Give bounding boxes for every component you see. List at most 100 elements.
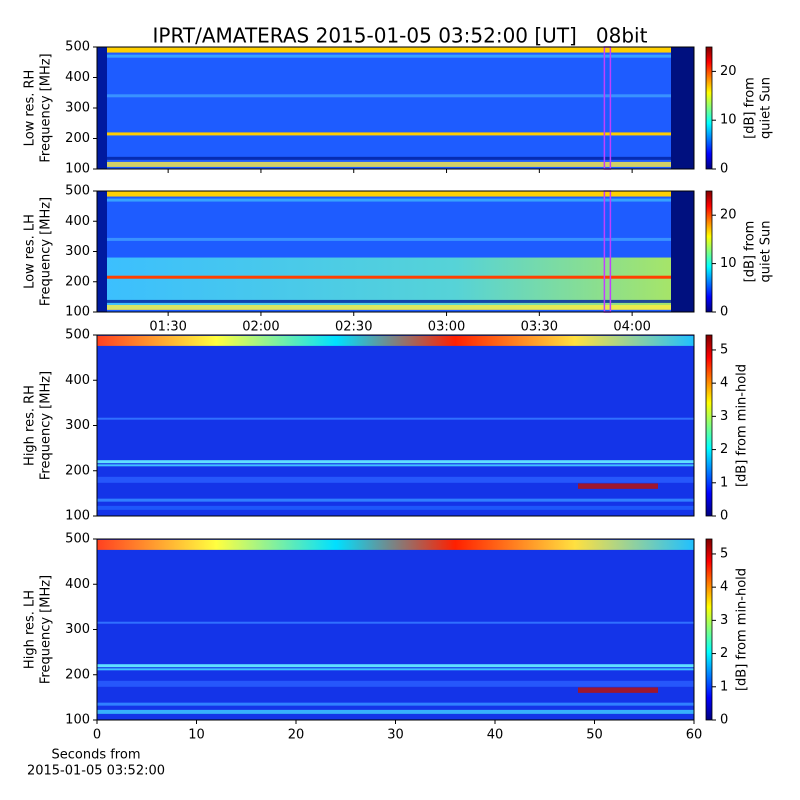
colorbar-label: quiet Sun [759, 220, 774, 282]
x-tick-label: 20 [288, 728, 305, 743]
x-tick-label: 04:00 [613, 320, 650, 335]
y-tick-label: 500 [65, 532, 90, 547]
spectrum-edge [97, 191, 107, 312]
figure-title: IPRT/AMATERAS 2015-01-05 03:52:00 [UT] 0… [153, 24, 648, 48]
y-tick-label: 100 [65, 305, 90, 320]
y-tick-label: 500 [65, 328, 90, 343]
spectrum-band [97, 275, 694, 279]
spectrum-band [97, 198, 694, 202]
spectrum-band [97, 304, 694, 310]
x-tick-label: 0 [93, 728, 101, 743]
y-tick-label: 200 [65, 274, 90, 289]
y-tick-label: 200 [65, 131, 90, 146]
colorbar-tick-label: 4 [720, 580, 728, 595]
colorbar-tick-label: 5 [720, 342, 728, 357]
colorbar-tick-label: 4 [720, 376, 728, 391]
y-axis-label: High res. RH [23, 385, 38, 466]
y-axis-label: Frequency [MHz] [39, 575, 54, 684]
colorbar-tick-label: 10 [720, 256, 737, 271]
x-axis-label: 2015-01-05 03:52:00 [27, 764, 165, 779]
spectrum-band [97, 664, 694, 668]
y-axis-label: Frequency [MHz] [39, 197, 54, 306]
y-axis-label: High res. LH [23, 590, 38, 669]
spectrum-band [97, 191, 694, 197]
x-tick-label: 03:00 [428, 320, 465, 335]
x-tick-label: 10 [188, 728, 205, 743]
colorbar-label: quiet Sun [759, 77, 774, 139]
spectrum-band [97, 668, 694, 671]
colorbar-tick-label: 5 [720, 546, 728, 561]
colorbar-tick-label: 0 [720, 305, 728, 320]
spectrum-edge [671, 47, 694, 169]
colorbar-tick-label: 1 [720, 679, 728, 694]
y-axis-label: Low res. LH [23, 214, 38, 289]
spectrum-band [97, 460, 694, 464]
x-tick-label: 50 [586, 728, 603, 743]
x-tick-label: 02:30 [335, 320, 372, 335]
colorbar-label: [dB] from [743, 221, 758, 283]
spectrum-band [97, 47, 694, 53]
spectrum-edge [671, 191, 694, 312]
y-tick-label: 400 [65, 373, 90, 388]
spectrum-band [97, 94, 694, 98]
colorbar-label: [dB] from [743, 77, 758, 139]
y-tick-label: 100 [65, 509, 90, 524]
x-tick-label: 01:30 [149, 320, 186, 335]
y-tick-label: 400 [65, 577, 90, 592]
colorbar-tick-label: 20 [720, 208, 737, 223]
spectrum-band [97, 132, 694, 136]
spectrum-band [97, 237, 694, 241]
spectrum-band [97, 498, 694, 502]
y-tick-label: 300 [65, 418, 90, 433]
colorbar [705, 46, 713, 170]
colorbar-tick-label: 0 [720, 713, 728, 728]
x-tick-label: 40 [487, 728, 504, 743]
y-tick-label: 100 [65, 713, 90, 728]
y-tick-label: 300 [65, 622, 90, 637]
y-tick-label: 300 [65, 244, 90, 259]
spectrum-band [97, 505, 694, 510]
x-tick-label: 03:30 [521, 320, 558, 335]
colorbar-label: [dB] from min-hold [735, 568, 750, 691]
spectrum-burst [578, 483, 658, 489]
colorbar-label: [dB] from min-hold [735, 364, 750, 487]
colorbar-tick-label: 3 [720, 409, 728, 424]
colorbar-tick-label: 10 [720, 113, 737, 128]
spectrum-band [97, 680, 694, 687]
spectrum-edge [97, 47, 107, 169]
spectrum-band [97, 709, 694, 714]
colorbar-tick-label: 0 [720, 162, 728, 177]
spectrum-band [97, 161, 694, 167]
colorbar [705, 538, 713, 721]
y-tick-label: 500 [65, 184, 90, 199]
x-tick-label: 60 [686, 728, 703, 743]
y-tick-label: 200 [65, 463, 90, 478]
y-axis-label: Frequency [MHz] [39, 371, 54, 480]
y-tick-label: 500 [65, 40, 90, 55]
y-tick-label: 400 [65, 70, 90, 85]
y-tick-label: 300 [65, 101, 90, 116]
spectrum-band [97, 335, 694, 346]
y-tick-label: 400 [65, 214, 90, 229]
colorbar-tick-label: 3 [720, 613, 728, 628]
spectrum-band [97, 702, 694, 706]
y-tick-label: 200 [65, 667, 90, 682]
spectrum-band [97, 54, 694, 58]
x-tick-label: 02:00 [242, 320, 279, 335]
spectrum-band [97, 417, 694, 420]
colorbar [705, 190, 713, 313]
spectrum-band [97, 539, 694, 550]
y-axis-label: Low res. RH [23, 70, 38, 147]
spectrum-band [97, 464, 694, 467]
colorbar-tick-label: 2 [720, 442, 728, 457]
x-tick-label: 30 [387, 728, 404, 743]
spectrum-band [97, 299, 694, 303]
spectrum-band [97, 621, 694, 624]
colorbar-tick-label: 2 [720, 646, 728, 661]
x-axis-label: Seconds from [51, 748, 140, 763]
colorbar-tick-label: 1 [720, 475, 728, 490]
colorbar [705, 334, 713, 517]
spectrum-background [97, 47, 694, 169]
spectrum-band [97, 476, 694, 483]
